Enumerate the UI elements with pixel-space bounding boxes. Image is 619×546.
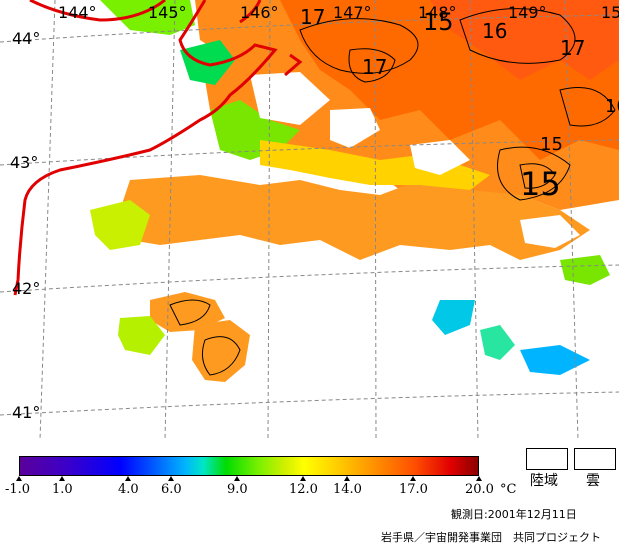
lon-label: 148° bbox=[418, 3, 457, 22]
colorbar-tick-label: -1.0 bbox=[5, 482, 31, 497]
lat-label: 43° bbox=[10, 153, 38, 172]
isotherm-label: 10 bbox=[605, 96, 619, 117]
colorbar-tick bbox=[168, 476, 174, 481]
colorbar-tick bbox=[300, 476, 306, 481]
cloud-swatch bbox=[574, 448, 616, 470]
latitude-labels: 44° 43° 42° 41° bbox=[10, 29, 40, 422]
lon-label: 15 bbox=[601, 3, 619, 22]
land-swatch bbox=[526, 448, 568, 470]
colorbar-tick-label: 1.0 bbox=[52, 482, 73, 497]
colorbar-tick bbox=[476, 476, 482, 481]
coastline bbox=[13, 0, 303, 296]
isotherm-label: 15 bbox=[540, 134, 563, 155]
observation-date: 観測日:2001年12月11日 bbox=[451, 508, 577, 521]
isotherm-label: 16 bbox=[482, 19, 507, 43]
colorbar-tick bbox=[344, 476, 350, 481]
colorbar-tick bbox=[410, 476, 416, 481]
lat-label: 41° bbox=[12, 403, 40, 422]
isotherm-label: 15 bbox=[520, 165, 561, 203]
lon-label: 144° bbox=[58, 3, 97, 22]
lon-label: 147° bbox=[333, 3, 372, 22]
lat-label: 44° bbox=[12, 29, 40, 48]
lon-label: 146° bbox=[240, 3, 279, 22]
isotherm-label: 17 bbox=[362, 55, 387, 79]
lon-label: 145° bbox=[148, 3, 187, 22]
lon-label: 149° bbox=[508, 3, 547, 22]
lat-label: 42° bbox=[12, 279, 40, 298]
colorbar-tick-label: 9.0 bbox=[227, 482, 248, 497]
cloud-label: 雲 bbox=[586, 473, 600, 489]
colorbar-unit: °C bbox=[500, 482, 517, 497]
temperature-field bbox=[90, 0, 619, 382]
sst-map: 144° 145° 146° 147° 148° 149° 15 44° 43°… bbox=[0, 0, 619, 440]
colorbar-tick-label: 20.0 bbox=[465, 482, 494, 497]
colorbar-tick bbox=[125, 476, 131, 481]
isotherm-label: 17 bbox=[560, 36, 585, 60]
longitude-labels: 144° 145° 146° 147° 148° 149° 15 bbox=[58, 3, 619, 22]
colorbar-tick bbox=[234, 476, 240, 481]
colorbar-tick-label: 17.0 bbox=[399, 482, 428, 497]
colorbar-tick-label: 6.0 bbox=[161, 482, 182, 497]
isotherm-label: 15 bbox=[423, 8, 454, 36]
colorbar-tick-label: 12.0 bbox=[289, 482, 318, 497]
isotherms bbox=[169, 8, 616, 376]
isotherm-labels: 17 17 15 16 17 15 15 10 bbox=[300, 5, 619, 203]
colorbar-tick bbox=[16, 476, 22, 481]
temperature-colorbar bbox=[19, 456, 479, 476]
colorbar-tick-label: 14.0 bbox=[333, 482, 362, 497]
credit: 岩手県／宇宙開発事業団 共同プロジェクト bbox=[381, 531, 601, 544]
graticule bbox=[0, 0, 619, 440]
colorbar-tick bbox=[59, 476, 65, 481]
land-label: 陸域 bbox=[530, 473, 558, 489]
isotherm-label: 17 bbox=[300, 5, 325, 29]
colorbar-tick-label: 4.0 bbox=[118, 482, 139, 497]
